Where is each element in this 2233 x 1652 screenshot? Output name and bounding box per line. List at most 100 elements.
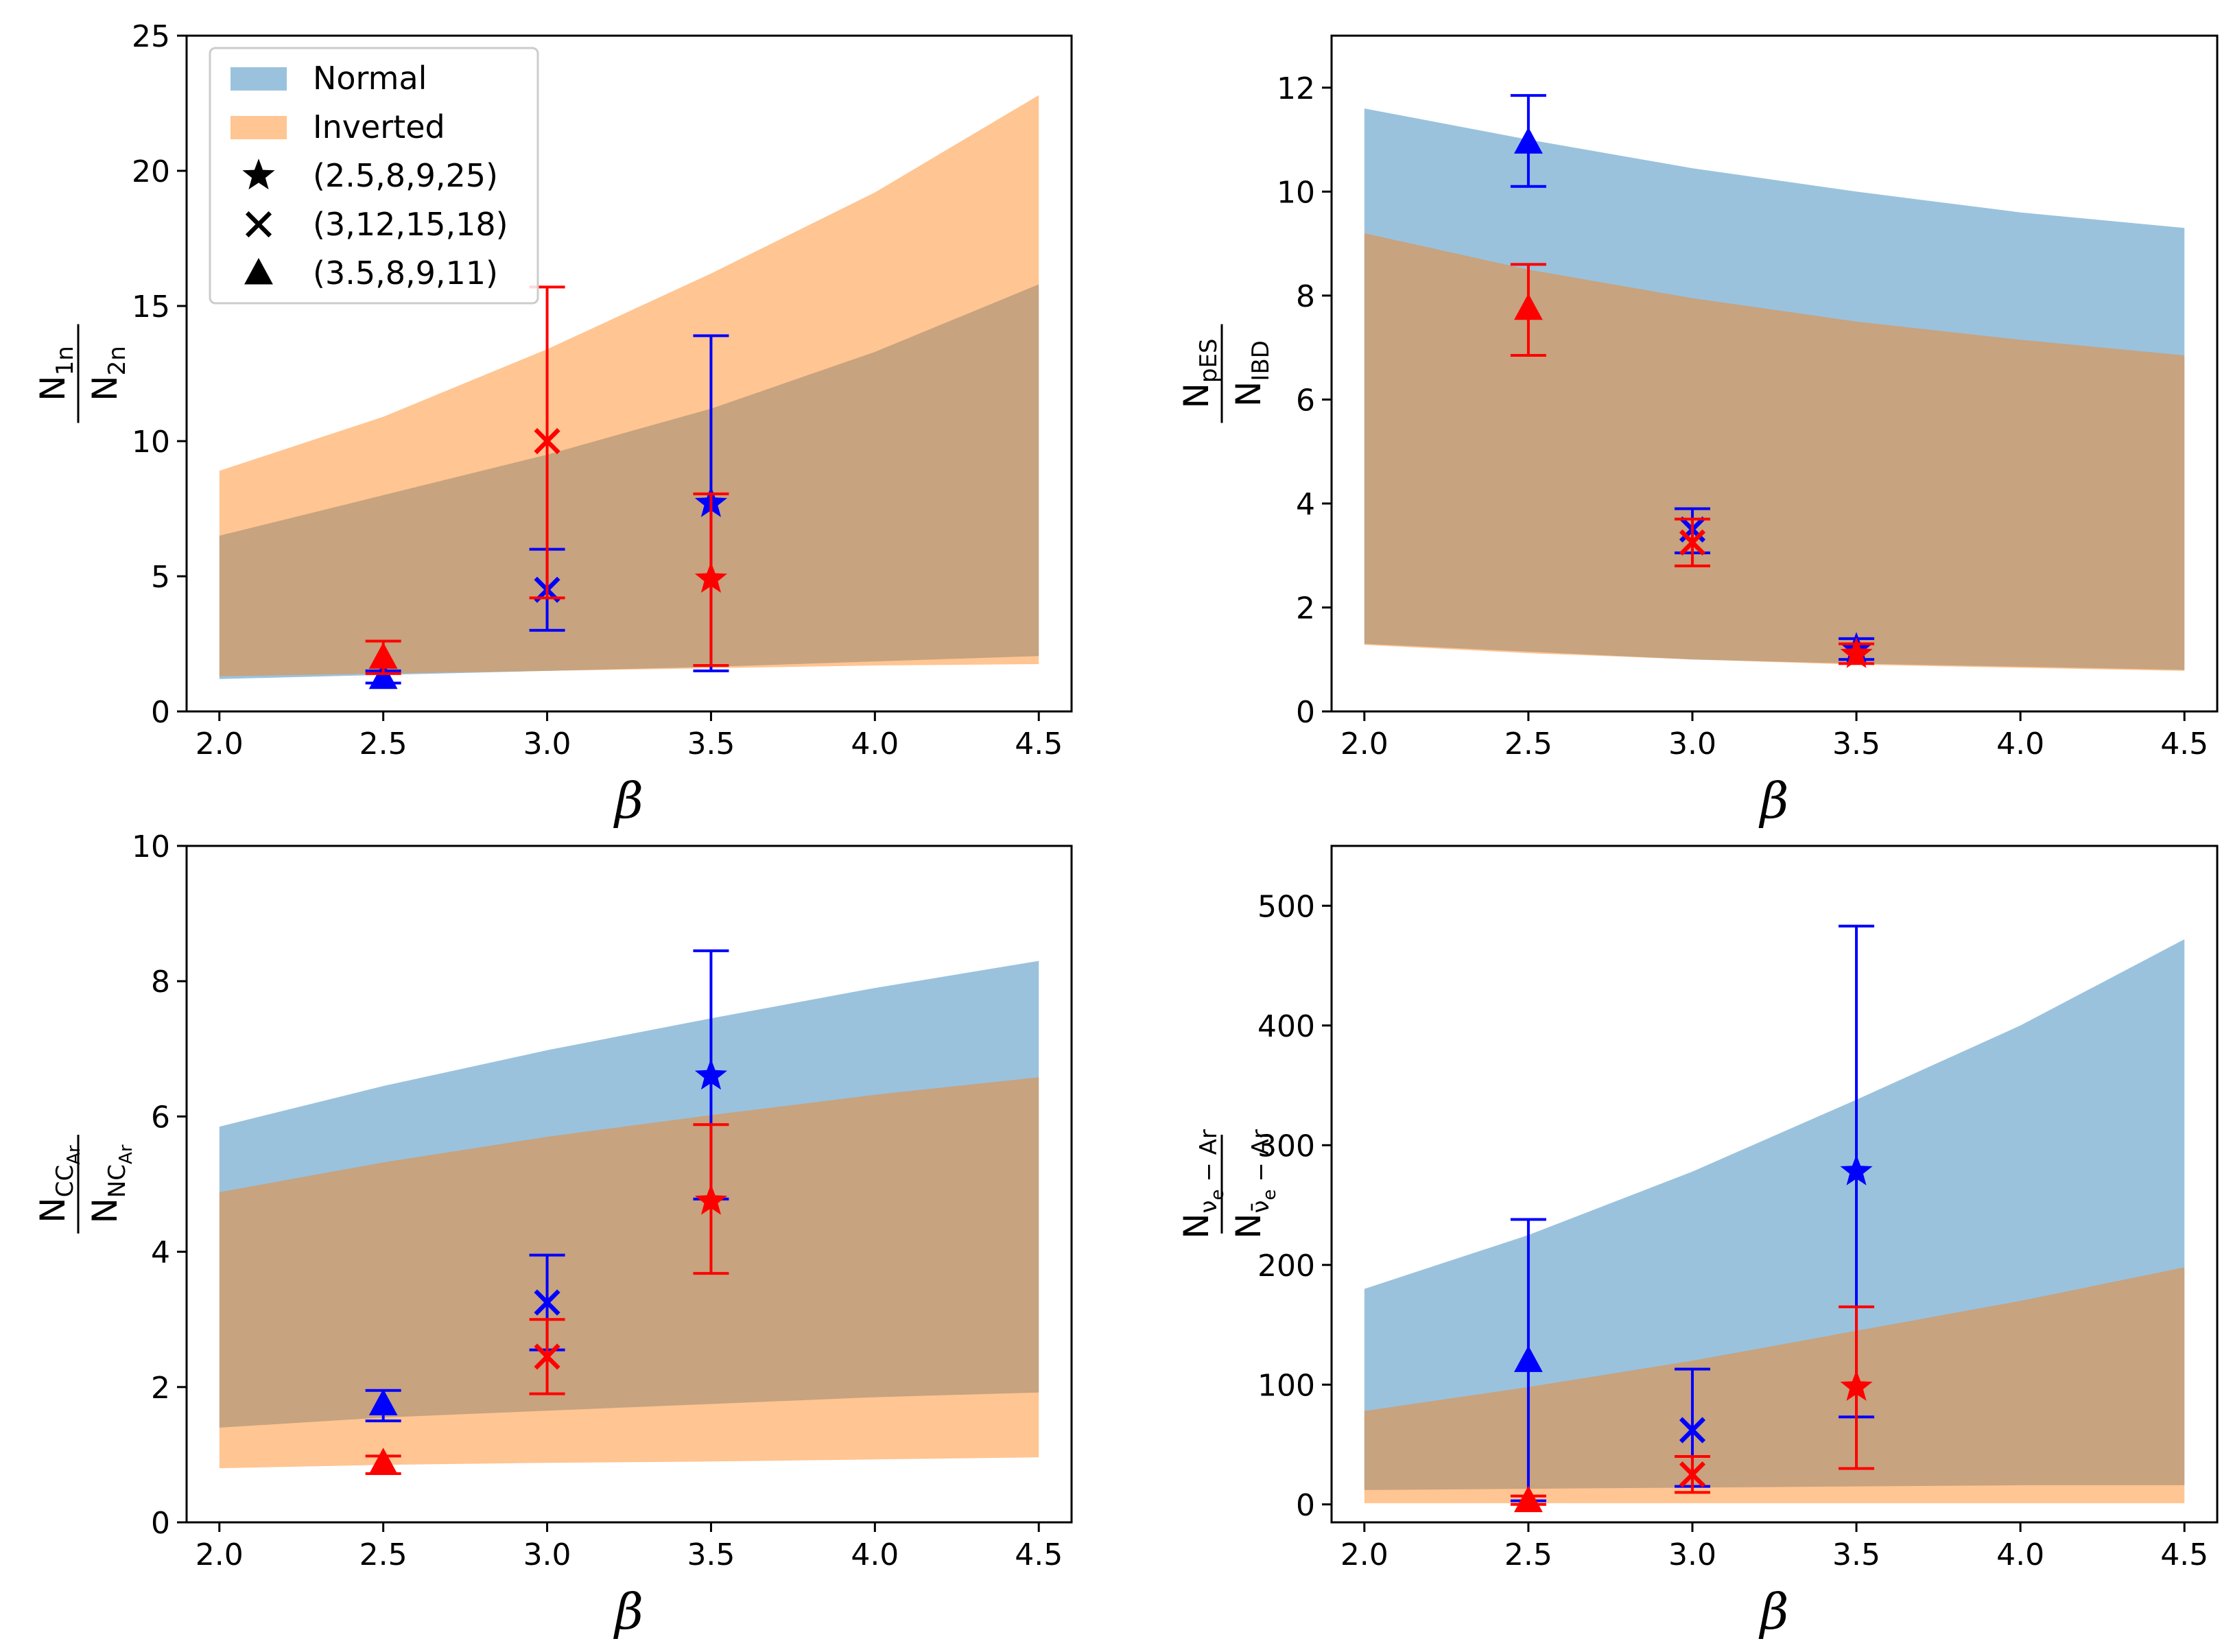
- legend-marker-triangle: [244, 258, 273, 285]
- axes-frame: [1330, 845, 2219, 1524]
- y-tick-label: 500: [1257, 889, 1315, 924]
- y-tick-label: 10: [132, 829, 170, 864]
- x-tick-label: 2.5: [1504, 727, 1552, 762]
- band-inverted: [219, 95, 1039, 676]
- y-tick-label: 6: [1296, 383, 1315, 418]
- x-axis-label: β: [1758, 1583, 1789, 1640]
- legend-label: (2.5,8,9,25): [313, 157, 498, 194]
- data-point-star: [1840, 637, 1873, 668]
- data-point-x: [534, 1343, 560, 1370]
- y-tick-label: 25: [132, 19, 170, 54]
- data-point-star: [694, 1183, 727, 1215]
- y-tick-label: 10: [132, 425, 170, 460]
- legend-label: (3.5,8,9,11): [313, 255, 498, 292]
- data-point-star: [1840, 1370, 1873, 1401]
- y-tick-label: 6: [151, 1100, 170, 1135]
- y-tick-label: 12: [1277, 71, 1315, 106]
- legend-swatch: [231, 67, 287, 91]
- axes-frame: [185, 845, 1073, 1524]
- x-tick-label: 3.5: [1832, 727, 1880, 762]
- data-point-star: [694, 562, 727, 593]
- x-tick-label: 4.0: [851, 1537, 899, 1572]
- y-tick-label: 0: [151, 695, 170, 730]
- y-label-denominator: NNCAr: [85, 1144, 137, 1223]
- x-tick-label: 4.5: [1015, 727, 1063, 762]
- y-tick-label: 4: [1296, 487, 1315, 522]
- axes-frame: [185, 34, 1073, 713]
- y-tick-label: 15: [132, 290, 170, 324]
- y-tick-label: 0: [151, 1506, 170, 1541]
- data-point-x: [1679, 1417, 1706, 1443]
- x-tick-label: 2.0: [196, 727, 244, 762]
- data-point-x: [534, 427, 560, 455]
- x-tick-label: 2.5: [359, 727, 407, 762]
- plot-area: [1364, 924, 2185, 1513]
- data-point-triangle: [368, 662, 398, 689]
- band-normal: [1364, 108, 2185, 670]
- x-tick-label: 3.0: [1668, 1537, 1716, 1572]
- data-point-triangle: [368, 642, 398, 669]
- y-label-denominator: NIBD: [1229, 340, 1275, 407]
- band-normal: [219, 960, 1039, 1428]
- data-point-x: [1679, 529, 1706, 556]
- y-label-numerator: Nνe − Ar: [1177, 1129, 1228, 1239]
- data-point-triangle: [1513, 1345, 1543, 1372]
- x-tick-label: 2.0: [1340, 727, 1389, 762]
- data-point-triangle: [368, 1448, 398, 1474]
- legend-swatch: [231, 116, 287, 139]
- y-tick-label: 4: [151, 1236, 170, 1271]
- data-point-star: [1840, 1154, 1873, 1185]
- plot-area: [219, 95, 1039, 689]
- y-tick-label: 0: [1296, 1488, 1315, 1523]
- x-tick-label: 4.0: [851, 727, 899, 762]
- y-tick-label: 2: [151, 1371, 170, 1406]
- x-tick-label: 3.5: [1832, 1537, 1880, 1572]
- x-axis-label: β: [613, 1583, 643, 1640]
- x-axis-label: β: [1758, 772, 1789, 829]
- y-tick-label: 400: [1257, 1009, 1315, 1044]
- x-tick-label: 2.0: [1340, 1537, 1389, 1572]
- y-tick-label: 300: [1257, 1129, 1315, 1164]
- band-normal: [1364, 939, 2185, 1490]
- data-point-triangle: [1513, 1485, 1543, 1513]
- x-tick-label: 3.5: [687, 727, 735, 762]
- x-tick-label: 3.0: [1668, 727, 1716, 762]
- band-inverted: [219, 1077, 1039, 1469]
- legend-label: (3,12,15,18): [313, 206, 508, 243]
- band-inverted: [1364, 1267, 2185, 1504]
- y-label-denominator: N2n: [85, 346, 131, 401]
- x-axis-label: β: [613, 772, 643, 829]
- data-point-triangle: [1513, 293, 1543, 320]
- x-tick-label: 3.5: [687, 1537, 735, 1572]
- band-normal: [219, 284, 1039, 679]
- y-label-denominator: Nν̄e − Ar: [1229, 1129, 1280, 1239]
- data-point-triangle: [1513, 127, 1543, 154]
- data-point-star: [694, 1059, 727, 1090]
- plot-area: [1364, 94, 2185, 671]
- y-tick-label: 20: [132, 154, 170, 189]
- x-tick-label: 4.5: [2160, 727, 2208, 762]
- chart-panel-4: 2.0 2.5 3.0 3.5 4.0 4.5 0 100 200 300 400 500 β Nνe −…: [1177, 845, 2219, 1640]
- x-tick-label: 2.0: [196, 1537, 244, 1572]
- y-tick-label: 2: [1296, 591, 1315, 626]
- y-tick-label: 10: [1277, 175, 1315, 210]
- x-tick-label: 4.0: [1996, 727, 2044, 762]
- x-tick-label: 2.5: [359, 1537, 407, 1572]
- legend: Normal Inverted (2.5,8,9,25) (3,12,15,18) (3…: [209, 47, 539, 305]
- legend-marker-x: [245, 211, 272, 238]
- legend-label: Normal: [313, 60, 427, 97]
- y-label-numerator: N1n: [33, 346, 79, 401]
- data-point-triangle: [368, 1389, 398, 1415]
- y-tick-label: 8: [1296, 279, 1315, 314]
- x-tick-label: 3.0: [523, 727, 571, 762]
- legend-marker-star: [242, 158, 275, 190]
- x-tick-label: 4.0: [1996, 1537, 2044, 1572]
- x-tick-label: 2.5: [1504, 1537, 1552, 1572]
- legend-label: Inverted: [313, 108, 445, 145]
- y-tick-label: 100: [1257, 1368, 1315, 1403]
